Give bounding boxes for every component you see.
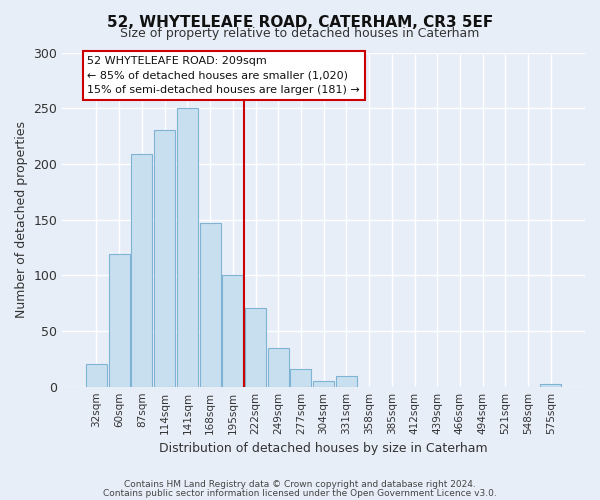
Bar bbox=[268, 348, 289, 387]
Text: 52 WHYTELEAFE ROAD: 209sqm
← 85% of detached houses are smaller (1,020)
15% of s: 52 WHYTELEAFE ROAD: 209sqm ← 85% of deta… bbox=[88, 56, 360, 96]
Bar bbox=[109, 254, 130, 386]
Text: 52, WHYTELEAFE ROAD, CATERHAM, CR3 5EF: 52, WHYTELEAFE ROAD, CATERHAM, CR3 5EF bbox=[107, 15, 493, 30]
Text: Contains HM Land Registry data © Crown copyright and database right 2024.: Contains HM Land Registry data © Crown c… bbox=[124, 480, 476, 489]
Bar bbox=[313, 381, 334, 386]
Bar bbox=[541, 384, 561, 386]
Bar bbox=[290, 369, 311, 386]
Bar bbox=[200, 223, 221, 386]
Bar bbox=[223, 276, 243, 386]
Bar bbox=[86, 364, 107, 386]
Bar bbox=[154, 130, 175, 386]
Bar bbox=[245, 308, 266, 386]
Y-axis label: Number of detached properties: Number of detached properties bbox=[15, 121, 28, 318]
X-axis label: Distribution of detached houses by size in Caterham: Distribution of detached houses by size … bbox=[160, 442, 488, 455]
Bar bbox=[177, 108, 198, 386]
Text: Contains public sector information licensed under the Open Government Licence v3: Contains public sector information licen… bbox=[103, 488, 497, 498]
Text: Size of property relative to detached houses in Caterham: Size of property relative to detached ho… bbox=[121, 28, 479, 40]
Bar bbox=[336, 376, 357, 386]
Bar bbox=[131, 154, 152, 386]
